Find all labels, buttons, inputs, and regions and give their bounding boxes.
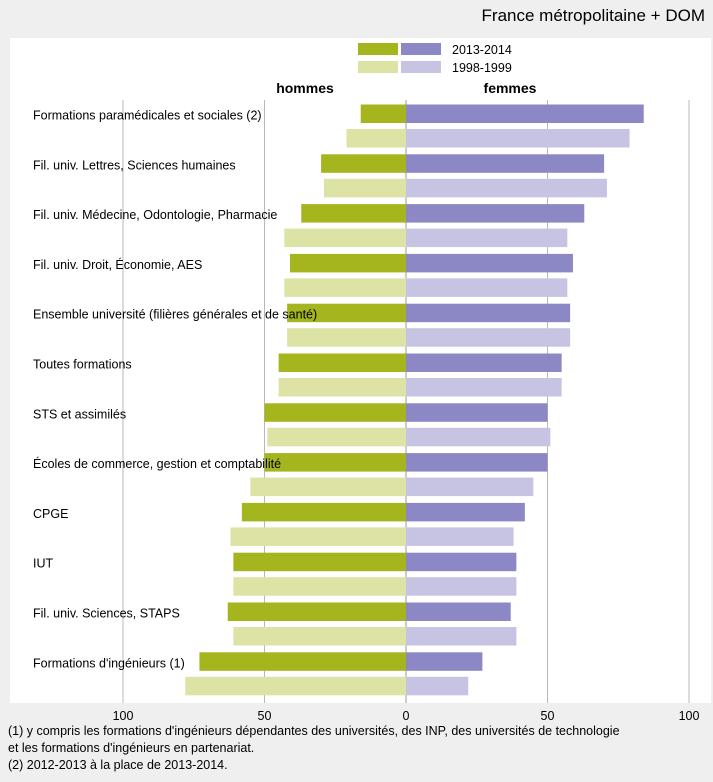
category-label-2: Fil. univ. Médecine, Odontologie, Pharma… bbox=[33, 208, 277, 222]
bar-hommes-1998-1999-0 bbox=[346, 129, 406, 148]
bar-femmes-1998-1999-0 bbox=[406, 129, 630, 148]
bar-femmes-2013-2014-6 bbox=[406, 403, 548, 422]
x-tick-label-1: 50 bbox=[258, 709, 272, 723]
bar-hommes-2013-2014-0 bbox=[360, 104, 406, 123]
bar-femmes-1998-1999-6 bbox=[406, 427, 551, 447]
bar-hommes-1998-1999-5 bbox=[278, 378, 406, 397]
bar-hommes-1998-1999-1 bbox=[323, 178, 406, 198]
bars bbox=[185, 104, 644, 696]
bar-hommes-2013-2014-10 bbox=[227, 602, 406, 621]
bar-hommes-1998-1999-2 bbox=[284, 228, 406, 248]
bar-hommes-1998-1999-7 bbox=[250, 477, 406, 497]
bar-hommes-2013-2014-5 bbox=[278, 353, 406, 372]
legend-swatch-hommes-0 bbox=[358, 43, 398, 55]
bar-femmes-2013-2014-4 bbox=[406, 303, 571, 323]
bar-femmes-2013-2014-11 bbox=[406, 652, 483, 671]
bar-hommes-1998-1999-10 bbox=[233, 627, 406, 646]
bar-femmes-2013-2014-2 bbox=[406, 204, 585, 223]
legend: 2013-2014 1998-1999 bbox=[358, 43, 512, 75]
bar-femmes-2013-2014-1 bbox=[406, 154, 605, 173]
legend-label-1: 1998-1999 bbox=[452, 61, 512, 75]
bar-hommes-2013-2014-6 bbox=[264, 403, 406, 422]
bar-hommes-1998-1999-8 bbox=[230, 527, 406, 546]
bar-hommes-1998-1999-3 bbox=[284, 278, 406, 297]
bar-hommes-2013-2014-11 bbox=[199, 652, 406, 671]
bar-femmes-2013-2014-3 bbox=[406, 253, 573, 273]
x-tick-label-2: 0 bbox=[403, 709, 410, 723]
category-label-0: Formations paramédicales et sociales (2) bbox=[33, 109, 262, 123]
bar-femmes-1998-1999-3 bbox=[406, 278, 568, 297]
scope-note: France métropolitaine + DOM bbox=[481, 6, 705, 25]
footnote-1: (1) y compris les formations d'ingénieur… bbox=[8, 724, 620, 738]
legend-swatch-hommes-1 bbox=[358, 61, 398, 73]
bar-hommes-1998-1999-11 bbox=[185, 676, 406, 696]
bar-hommes-2013-2014-8 bbox=[241, 502, 406, 522]
bar-femmes-1998-1999-10 bbox=[406, 627, 517, 646]
x-axis-ticks: 100 50 0 50 100 bbox=[113, 709, 700, 723]
bar-femmes-2013-2014-9 bbox=[406, 552, 517, 572]
bar-hommes-2013-2014-1 bbox=[321, 154, 406, 173]
bar-femmes-1998-1999-1 bbox=[406, 178, 607, 198]
bar-femmes-1998-1999-11 bbox=[406, 676, 469, 696]
footnotes: (1) y compris les formations d'ingénieur… bbox=[8, 723, 708, 774]
bar-femmes-1998-1999-8 bbox=[406, 527, 514, 546]
x-tick-label-4: 100 bbox=[679, 709, 700, 723]
category-label-9: IUT bbox=[33, 557, 54, 571]
bar-hommes-2013-2014-3 bbox=[289, 253, 406, 273]
category-label-5: Toutes formations bbox=[33, 358, 132, 372]
category-label-7: Écoles de commerce, gestion et comptabil… bbox=[33, 456, 281, 471]
bar-femmes-2013-2014-10 bbox=[406, 602, 511, 621]
bar-femmes-2013-2014-5 bbox=[406, 353, 562, 372]
legend-label-0: 2013-2014 bbox=[452, 43, 512, 57]
bar-femmes-1998-1999-5 bbox=[406, 378, 562, 397]
bar-hommes-1998-1999-9 bbox=[233, 577, 406, 596]
bar-femmes-1998-1999-9 bbox=[406, 577, 517, 596]
bar-hommes-1998-1999-4 bbox=[287, 328, 406, 347]
category-label-4: Ensemble université (filières générales … bbox=[33, 308, 317, 322]
category-labels: Formations paramédicales et sociales (2)… bbox=[33, 109, 317, 671]
bar-femmes-2013-2014-7 bbox=[406, 453, 548, 472]
femmes-label: femmes bbox=[484, 80, 537, 96]
bar-hommes-1998-1999-6 bbox=[267, 427, 406, 447]
category-label-1: Fil. univ. Lettres, Sciences humaines bbox=[33, 158, 236, 172]
bar-femmes-2013-2014-8 bbox=[406, 502, 525, 522]
bar-hommes-2013-2014-7 bbox=[264, 453, 406, 472]
x-tick-label-3: 50 bbox=[541, 709, 555, 723]
x-tick-label-0: 100 bbox=[113, 709, 134, 723]
category-label-3: Fil. univ. Droit, Économie, AES bbox=[33, 257, 202, 272]
legend-swatch-femmes-0 bbox=[401, 43, 441, 55]
bar-femmes-1998-1999-7 bbox=[406, 477, 534, 497]
category-label-11: Formations d'ingénieurs (1) bbox=[33, 656, 185, 670]
hommes-label: hommes bbox=[276, 80, 334, 96]
legend-swatch-femmes-1 bbox=[401, 61, 441, 73]
bar-hommes-2013-2014-9 bbox=[233, 552, 406, 572]
category-label-6: STS et assimilés bbox=[33, 407, 126, 421]
category-label-10: Fil. univ. Sciences, STAPS bbox=[33, 607, 180, 621]
footnote-1-cont: et les formations d'ingénieurs en parten… bbox=[8, 741, 255, 755]
bar-femmes-1998-1999-4 bbox=[406, 328, 571, 347]
bar-femmes-1998-1999-2 bbox=[406, 228, 568, 248]
footnote-2: (2) 2012-2013 à la place de 2013-2014. bbox=[8, 758, 228, 772]
category-label-8: CPGE bbox=[33, 507, 68, 521]
bar-hommes-2013-2014-2 bbox=[301, 204, 406, 223]
bar-femmes-2013-2014-0 bbox=[406, 104, 644, 123]
bar-hommes-2013-2014-4 bbox=[287, 303, 406, 323]
